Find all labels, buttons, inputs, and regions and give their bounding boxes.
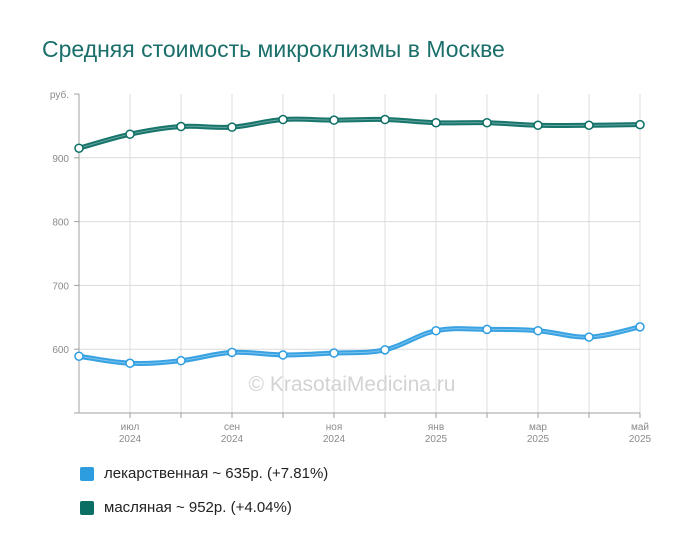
data-point — [533, 120, 543, 131]
x-tick-label-year: 2025 — [527, 434, 550, 445]
x-tick-label-month: ноя — [326, 422, 343, 433]
data-point — [584, 332, 594, 342]
data-point — [635, 322, 645, 332]
data-point — [278, 350, 288, 360]
x-tick-label-month: сен — [224, 422, 240, 433]
x-tick-label-year: 2024 — [119, 434, 142, 445]
x-tick-label-year: 2025 — [629, 434, 652, 445]
data-point — [431, 117, 441, 128]
x-tick-label-year: 2024 — [221, 434, 244, 445]
x-tick-label-month: май — [631, 422, 649, 433]
data-point — [431, 325, 441, 336]
y-tick-label: 900 — [52, 154, 69, 165]
data-point — [125, 129, 135, 139]
x-tick-label-month: мар — [529, 422, 547, 433]
legend-item-oil[interactable]: масляная ~ 952р. (+4.04%) — [80, 499, 292, 516]
series-line-medicinal — [76, 324, 643, 366]
legend-label-oil: масляная ~ 952р. (+4.04%) — [104, 499, 292, 516]
data-point — [74, 351, 84, 361]
data-point — [533, 325, 543, 336]
data-point — [329, 348, 339, 358]
watermark: © KrasotaiMedicina.ru — [249, 373, 456, 396]
chart-title: Средняя стоимость микроклизмы в Москве — [42, 36, 505, 62]
data-point — [635, 119, 645, 130]
x-tick-label-year: 2025 — [425, 434, 448, 445]
grid-lines — [79, 94, 641, 413]
y-tick-label: 600 — [52, 345, 69, 356]
legend-label-medicinal: лекарственная ~ 635р. (+7.81%) — [104, 465, 329, 482]
data-point — [380, 345, 390, 355]
y-tick-label: 700 — [52, 281, 69, 292]
x-tick-label-year: 2024 — [323, 434, 346, 445]
data-point — [176, 355, 186, 366]
series-line-oil — [76, 116, 643, 151]
tick-labels: 600700800900руб.июл2024сен2024ноя2024янв… — [50, 89, 652, 445]
data-point — [482, 117, 492, 128]
data-point — [74, 143, 84, 153]
y-tick-label: 800 — [52, 218, 69, 229]
y-axis-unit-label: руб. — [50, 89, 69, 101]
legend-swatch-medicinal — [80, 466, 94, 481]
axes — [74, 93, 641, 418]
data-point — [227, 347, 237, 358]
data-point — [125, 358, 135, 368]
data-point — [380, 114, 390, 125]
series-layer — [74, 114, 645, 368]
data-point — [227, 122, 237, 132]
data-point — [176, 121, 186, 132]
data-point — [584, 120, 594, 131]
data-point — [329, 115, 339, 125]
legend-swatch-oil — [80, 500, 94, 515]
data-point — [482, 324, 492, 335]
data-point — [278, 114, 288, 125]
legend-item-medicinal[interactable]: лекарственная ~ 635р. (+7.81%) — [80, 465, 328, 482]
x-tick-label-month: янв — [428, 422, 444, 433]
x-tick-label-month: июл — [121, 422, 140, 433]
